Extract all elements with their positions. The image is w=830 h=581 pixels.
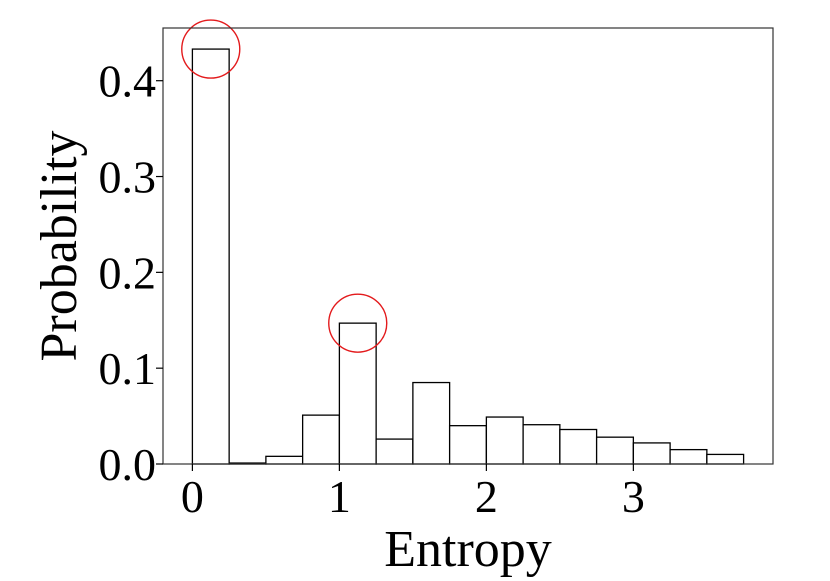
histogram-bar	[301, 414, 341, 465]
histogram-bar	[375, 438, 414, 465]
y-tick-label: 0.0	[99, 439, 157, 490]
histogram-bar	[595, 436, 635, 465]
x-axis-ticks: 0 1 2 3	[181, 464, 645, 522]
y-tick-label: 0.3	[99, 152, 157, 203]
highlight-circle	[328, 293, 388, 353]
x-tick-label: 2	[475, 471, 498, 522]
histogram-bar	[485, 416, 524, 465]
y-axis-ticks: 0.0 0.1 0.2 0.3 0.4	[99, 56, 163, 490]
histogram-bar	[669, 448, 708, 465]
histogram-bar	[559, 428, 598, 465]
histogram-bar	[632, 442, 671, 465]
y-tick-label: 0.4	[99, 56, 157, 107]
x-tick-label: 3	[622, 471, 645, 522]
plot-frame	[162, 27, 774, 465]
histogram-bar	[522, 424, 561, 465]
x-tick-label: 0	[181, 471, 204, 522]
highlight-circle	[181, 19, 241, 79]
histogram-bar	[412, 381, 451, 465]
histogram-bar	[706, 453, 745, 465]
y-axis-label: Probability	[31, 130, 88, 361]
y-tick-label: 0.2	[99, 247, 157, 298]
histogram-bar	[191, 48, 230, 465]
histogram-bar	[338, 322, 377, 465]
highlight-circles	[181, 19, 388, 353]
bars-group	[191, 48, 745, 465]
x-axis-label: Entropy	[384, 521, 552, 578]
x-tick-label: 1	[328, 471, 351, 522]
histogram-bar	[448, 425, 488, 465]
histogram-bar	[265, 455, 304, 465]
y-tick-label: 0.1	[99, 343, 157, 394]
